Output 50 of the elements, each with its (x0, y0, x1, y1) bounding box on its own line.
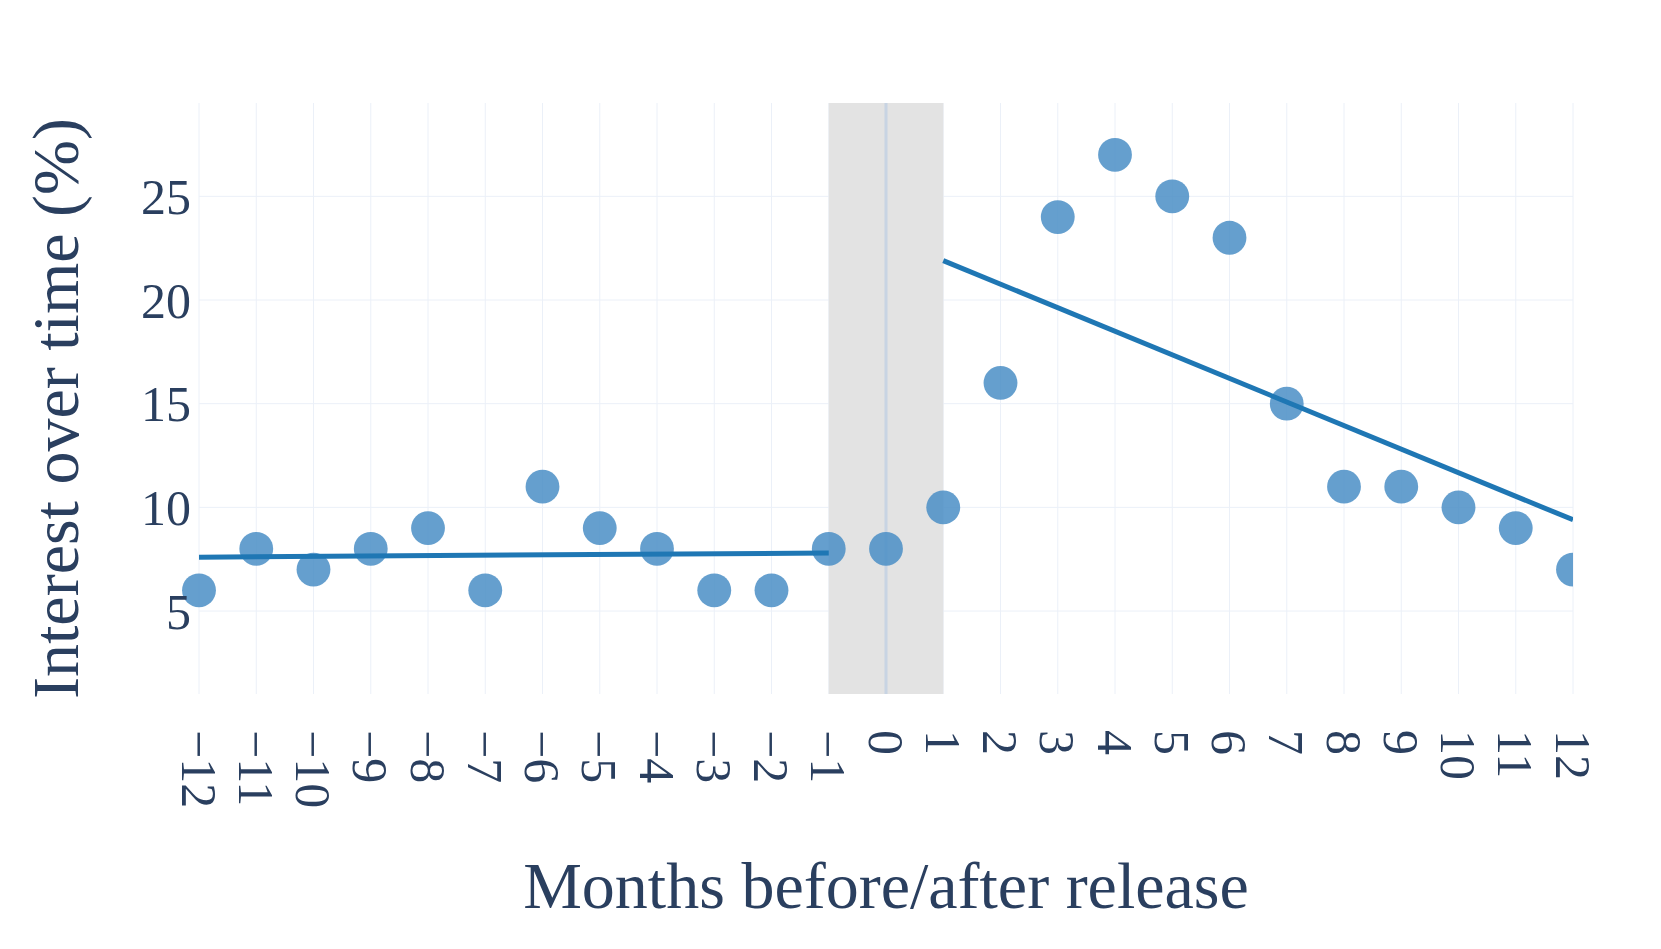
x-tick-label: 3 (1029, 730, 1086, 755)
x-tick-label: −10 (285, 730, 341, 809)
point (1384, 469, 1419, 504)
point (983, 366, 1018, 400)
x-tick-label: −1 (800, 730, 857, 784)
x-tick-label: −11 (227, 730, 284, 807)
x-tick-label: 7 (1258, 730, 1315, 755)
x-axis-title: Months before/after release (523, 849, 1249, 922)
point (926, 490, 961, 525)
y-tick-label: 20 (141, 272, 191, 329)
y-tick-label: 15 (141, 376, 191, 433)
y-axis-title: Interest over time (%) (19, 118, 93, 699)
y-tick-label: 5 (166, 583, 191, 640)
x-tick-label: 9 (1372, 730, 1429, 755)
y-tick-label: 25 (141, 168, 191, 225)
x-tick-label: −8 (399, 730, 456, 784)
point (754, 573, 789, 608)
x-tick-label: −2 (743, 730, 799, 784)
point (1155, 179, 1190, 214)
x-tick-label: −3 (685, 730, 742, 784)
point (1098, 137, 1132, 172)
point (1212, 220, 1247, 255)
x-tick-label: 0 (857, 730, 914, 755)
point (811, 531, 846, 566)
point (468, 573, 503, 608)
point (1327, 469, 1361, 504)
point (697, 573, 732, 608)
x-tick-label: −6 (514, 730, 570, 784)
point (869, 531, 903, 566)
x-tick-label: 2 (972, 730, 1028, 755)
x-tick-label: 10 (1430, 730, 1486, 780)
point (1040, 200, 1075, 234)
point (1498, 511, 1533, 545)
y-tick-label: 10 (141, 479, 191, 536)
x-tick-label: −9 (342, 730, 399, 784)
point (411, 511, 445, 545)
x-tick-label: 5 (1143, 730, 1200, 755)
x-tick-label: −12 (170, 730, 227, 809)
x-tick-label: 1 (914, 730, 971, 755)
x-tick-label: −5 (571, 730, 628, 784)
x-tick-label: 4 (1086, 730, 1143, 755)
x-tick-label: −4 (628, 730, 685, 784)
x-tick-label: 8 (1315, 730, 1372, 755)
x-tick-label: 6 (1201, 730, 1257, 755)
point (1441, 490, 1476, 525)
x-tick-label: 12 (1544, 730, 1601, 780)
point (582, 511, 617, 545)
point (525, 469, 560, 504)
x-tick-label: −7 (456, 730, 513, 784)
x-tick-label: 11 (1487, 730, 1544, 779)
